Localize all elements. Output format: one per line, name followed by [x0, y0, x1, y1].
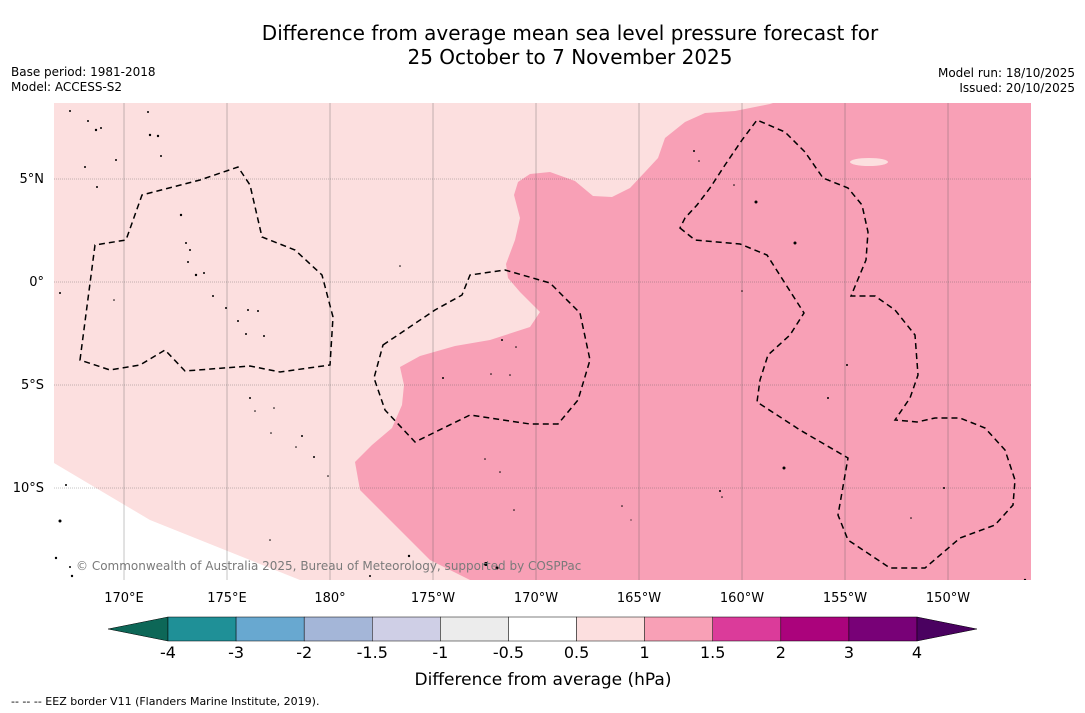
colorbar-box [303, 616, 373, 642]
colorbar-box [372, 616, 441, 642]
colorbar-tick-label: 4 [912, 643, 922, 662]
lon-label-170e: 170°E [104, 591, 144, 606]
eez-borders [79, 119, 1016, 569]
colorbar-under-arrow [107, 616, 169, 642]
model-run: Model run: 18/10/2025 [937, 66, 1075, 80]
colorbar-tick-label: -4 [160, 643, 176, 662]
colorbar-tick-label: -0.5 [493, 643, 524, 662]
colorbar-box [712, 616, 782, 642]
issued-date: Issued: 20/10/2025 [959, 81, 1075, 95]
model-name: Model: ACCESS-S2 [11, 80, 123, 94]
colorbar-tick-label: 0.5 [564, 643, 589, 662]
colorbar-box [848, 616, 918, 642]
map-title: Difference from average mean sea level p… [0, 21, 1085, 69]
colorbar-tick-label: 2 [776, 643, 786, 662]
lon-label-175w: 175°W [411, 591, 455, 606]
colorbar-tick-label: -3 [228, 643, 244, 662]
lon-label-160w: 160°W [720, 591, 764, 606]
colorbar-tick-label: 1.5 [700, 643, 725, 662]
lon-label-150w: 150°W [926, 591, 970, 606]
gridlines [54, 103, 1031, 580]
longitude-labels: 170°E 175°E 180° 175°W 170°W 165°W 160°W… [104, 591, 970, 606]
anomaly-fill-mid [355, 103, 1031, 580]
islands [54, 110, 1027, 580]
lat-label-0: 0° [29, 275, 44, 290]
colorbar: -4 -3 -2 -1.5 -1 -0.5 0.5 1 1.5 2 3 4 Difference fr… [107, 616, 978, 690]
lon-label-165w: 165°W [617, 591, 661, 606]
latitude-labels: 5°N 0° 5°S 10°S [13, 172, 44, 496]
colorbar-boxes [167, 616, 918, 642]
colorbar-box [440, 616, 509, 642]
map-credit: © Commonwealth of Australia 2025, Bureau… [76, 559, 581, 573]
lon-label-175e: 175°E [207, 591, 247, 606]
colorbar-box [576, 616, 645, 642]
map-area: © Commonwealth of Australia 2025, Bureau… [54, 103, 1031, 580]
colorbar-box [780, 616, 850, 642]
colorbar-title: Difference from average (hPa) [415, 670, 672, 690]
meta-left: Base period: 1981-2018 Model: ACCESS-S2 [11, 65, 156, 95]
colorbar-tick-label: 1 [640, 643, 650, 662]
colorbar-tick-label: 3 [844, 643, 854, 662]
neutral-area [54, 463, 300, 580]
base-period: Base period: 1981-2018 [11, 65, 156, 79]
title-line-1: Difference from average mean sea level p… [261, 21, 879, 45]
lat-label-5n: 5°N [20, 172, 45, 187]
lon-label-170w: 170°W [514, 591, 558, 606]
colorbar-box [235, 616, 305, 642]
colorbar-tick-label: -2 [296, 643, 312, 662]
colorbar-tick-labels: -4 -3 -2 -1.5 -1 -0.5 0.5 1 1.5 2 3 4 [160, 643, 922, 662]
lon-label-180: 180° [314, 591, 345, 606]
colorbar-box [644, 616, 713, 642]
colorbar-tick-label: -1.5 [357, 643, 388, 662]
colorbar-over-arrow [916, 616, 978, 642]
eez-footnote: -- -- -- EEZ border V11 (Flanders Marine… [11, 695, 320, 708]
colorbar-tick-label: -1 [432, 643, 448, 662]
lat-label-10s: 10°S [13, 481, 44, 496]
lon-label-155w: 155°W [823, 591, 867, 606]
colorbar-box [167, 616, 237, 642]
title-line-2: 25 October to 7 November 2025 [407, 45, 733, 69]
lat-label-5s: 5°S [21, 378, 44, 393]
meta-right: Model run: 18/10/2025 Issued: 20/10/2025 [938, 66, 1075, 96]
colorbar-box [508, 616, 577, 642]
anomaly-island [850, 158, 888, 166]
